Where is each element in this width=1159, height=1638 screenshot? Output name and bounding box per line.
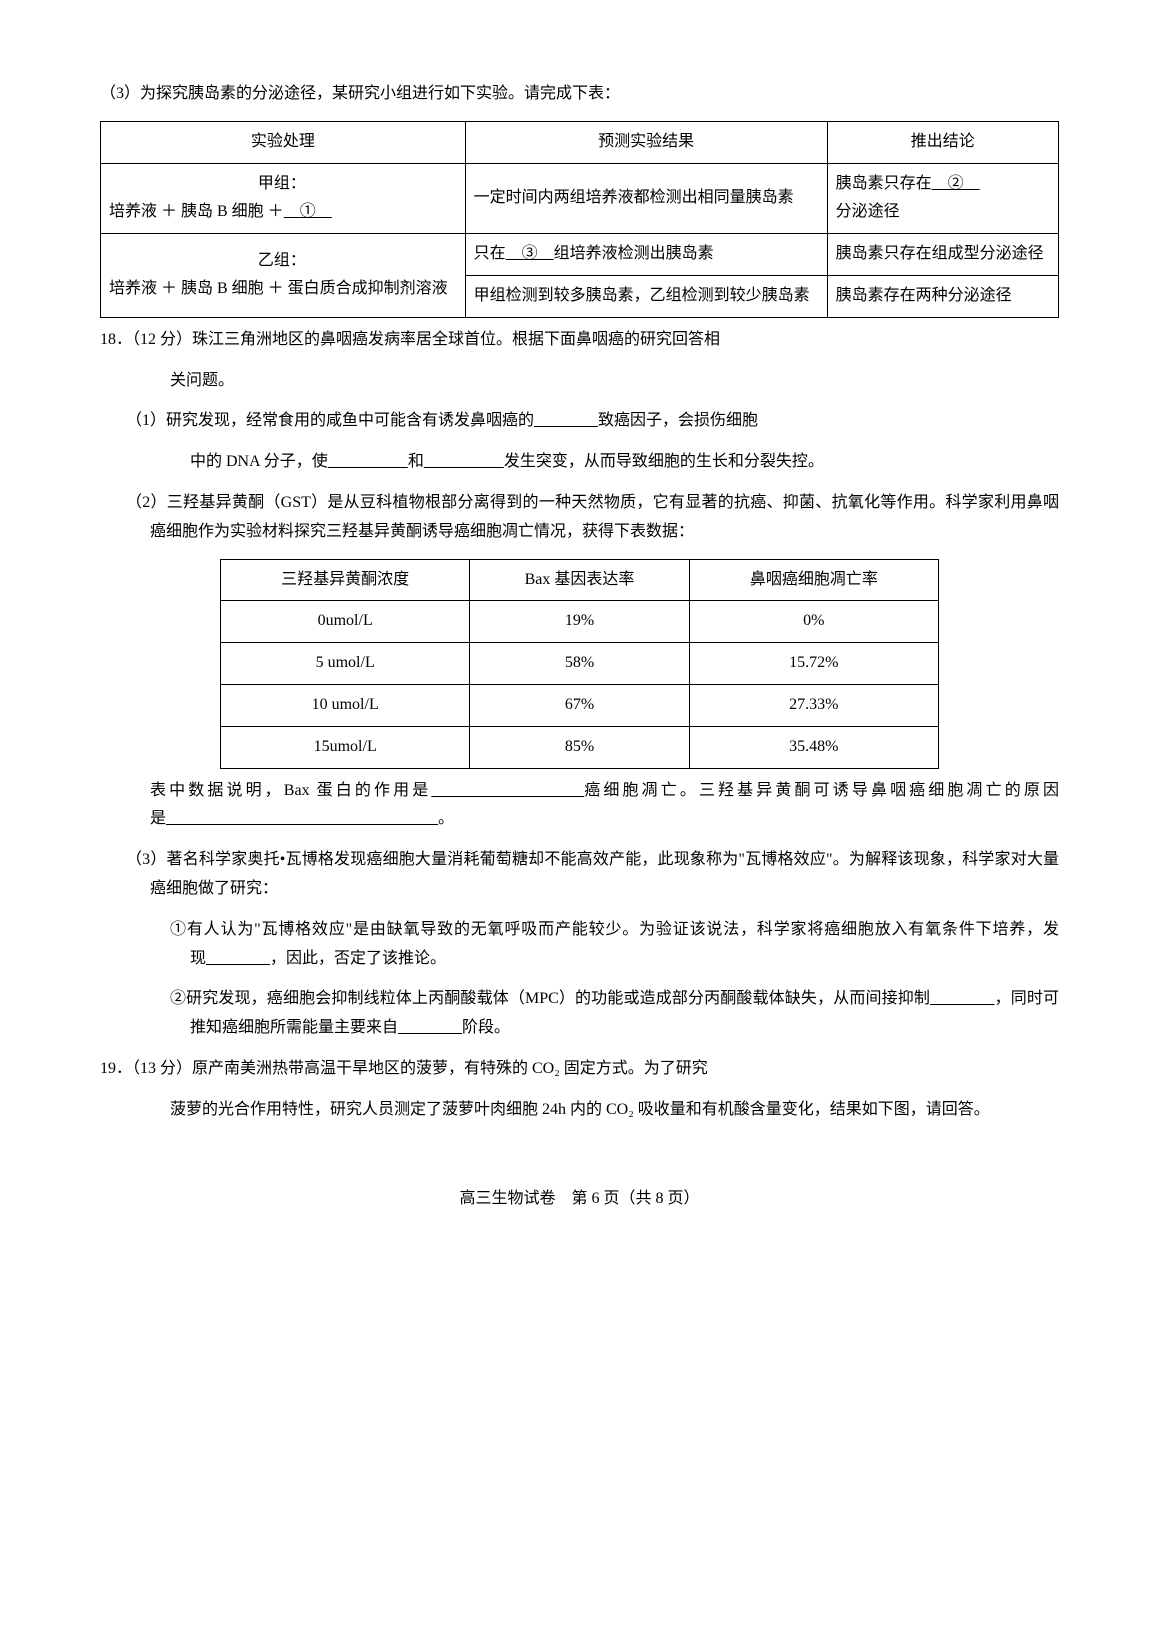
th: 三羟基异黄酮浓度 [220,559,470,601]
text: （3）为探究胰岛素的分泌途径，某研究小组进行如下实验。请完成下表： [100,85,620,102]
blank [424,453,504,470]
cell: 胰岛素存在两种分泌途径 [827,275,1058,317]
cell: 一定时间内两组培养液都检测出相同量胰岛素 [465,163,827,234]
table-header-row: 实验处理 预测实验结果 推出结论 [101,121,1059,163]
text: 致癌因子，会损伤细胞 [598,412,758,429]
blank [534,412,598,429]
text: 阶段。 [462,1019,510,1036]
cell: 15.72% [689,643,939,685]
cell: 19% [470,601,689,643]
text: （2）三羟基异黄酮（GST）是从豆科植物根部分离得到的一种天然物质，它有显著的抗… [126,494,1059,540]
blank [398,1019,462,1036]
th-result: 预测实验结果 [465,121,827,163]
table-row: 5 umol/L 58% 15.72% [220,643,938,685]
text: 甲组： [109,170,455,199]
cell: 甲组检测到较多胰岛素，乙组检测到较少胰岛素 [465,275,827,317]
cell: 27.33% [689,684,939,726]
cell: 0umol/L [220,601,470,643]
text: 培养液 ＋ 胰岛 B 细胞 ＋ 蛋白质合成抑制剂溶液 [109,275,455,304]
table-header-row: 三羟基异黄酮浓度 Bax 基因表达率 鼻咽癌细胞凋亡率 [220,559,938,601]
line2: 培养液 ＋ 胰岛 B 细胞 ＋ ① [109,198,455,227]
text: 乙组： [109,247,455,276]
text: 胰岛素只存在 [836,175,932,192]
cell: 67% [470,684,689,726]
gst-data-table: 三羟基异黄酮浓度 Bax 基因表达率 鼻咽癌细胞凋亡率 0umol/L 19% … [220,559,939,769]
blank [930,990,995,1007]
th: 鼻咽癌细胞凋亡率 [689,559,939,601]
q18-intro-cont: 关问题。 [100,367,1059,396]
q17-3-intro: （3）为探究胰岛素的分泌途径，某研究小组进行如下实验。请完成下表： [100,80,1059,109]
cell: 甲组： 培养液 ＋ 胰岛 B 细胞 ＋ ① [101,163,466,234]
text: 发生突变，从而导致细胞的生长和分裂失控。 [504,453,824,470]
cell: 0% [689,601,939,643]
cell: 5 umol/L [220,643,470,685]
blank [206,950,270,967]
footer-text: 高三生物试卷 第 6 页（共 8 页） [459,1190,699,1207]
blank-2: ② [932,175,980,192]
cell: 58% [470,643,689,685]
th-treatment: 实验处理 [101,121,466,163]
text: 菠萝的光合作用特性，研究人员测定了菠萝叶肉细胞 24h 内的 CO₂ 吸收量和有… [170,1101,990,1118]
q19-intro: 19．（13 分）原产南美洲热带高温干旱地区的菠萝，有特殊的 CO₂ 固定方式。… [100,1055,1059,1084]
experiment-table: 实验处理 预测实验结果 推出结论 甲组： 培养液 ＋ 胰岛 B 细胞 ＋ ① 一… [100,121,1059,318]
text: 19．（13 分）原产南美洲热带高温干旱地区的菠萝，有特殊的 CO₂ 固定方式。… [100,1060,708,1077]
text: 表中数据说明，Bax 蛋白的作用是 [150,782,431,799]
q18-3-2: ②研究发现，癌细胞会抑制线粒体上丙酮酸载体（MPC）的功能或造成部分丙酮酸载体缺… [100,985,1059,1043]
blank [328,453,408,470]
text: 18．（12 分）珠江三角洲地区的鼻咽癌发病率居全球首位。根据下面鼻咽癌的研究回… [100,331,720,348]
cell: 胰岛素只存在组成型分泌途径 [827,234,1058,276]
table-row: 乙组： 培养液 ＋ 胰岛 B 细胞 ＋ 蛋白质合成抑制剂溶液 只在 ③ 组培养液… [101,234,1059,276]
q18-2-after: 表中数据说明，Bax 蛋白的作用是 癌细胞凋亡。三羟基异黄酮可诱导鼻咽癌细胞凋亡… [100,777,1059,835]
th-conclusion: 推出结论 [827,121,1058,163]
table-row: 0umol/L 19% 0% [220,601,938,643]
text: 中的 DNA 分子，使 [190,453,328,470]
q18-1: （1）研究发现，经常食用的咸鱼中可能含有诱发鼻咽癌的 致癌因子，会损伤细胞 [100,407,1059,436]
blank [166,810,438,827]
th: Bax 基因表达率 [470,559,689,601]
cell: 85% [470,726,689,768]
blank [431,782,584,799]
q18-intro: 18．（12 分）珠江三角洲地区的鼻咽癌发病率居全球首位。根据下面鼻咽癌的研究回… [100,326,1059,355]
cell: 乙组： 培养液 ＋ 胰岛 B 细胞 ＋ 蛋白质合成抑制剂溶液 [101,234,466,318]
text: （3）著名科学家奥托•瓦博格发现癌细胞大量消耗葡萄糖却不能高效产能，此现象称为"… [126,851,1059,897]
cell: 15umol/L [220,726,470,768]
text: ②研究发现，癌细胞会抑制线粒体上丙酮酸载体（MPC）的功能或造成部分丙酮酸载体缺… [170,990,930,1007]
text: （1）研究发现，经常食用的咸鱼中可能含有诱发鼻咽癌的 [126,412,534,429]
page-footer: 高三生物试卷 第 6 页（共 8 页） [100,1185,1059,1214]
cell: 10 umol/L [220,684,470,726]
text: 关问题。 [170,372,234,389]
blank-3: ③ [506,245,554,262]
table-row: 10 umol/L 67% 27.33% [220,684,938,726]
cell: 35.48% [689,726,939,768]
q18-3: （3）著名科学家奥托•瓦博格发现癌细胞大量消耗葡萄糖却不能高效产能，此现象称为"… [100,846,1059,904]
q19-intro-cont: 菠萝的光合作用特性，研究人员测定了菠萝叶肉细胞 24h 内的 CO₂ 吸收量和有… [100,1096,1059,1125]
text: 。 [438,810,454,827]
text: ，因此，否定了该推论。 [270,950,446,967]
text: 只在 [474,245,506,262]
text: 培养液 ＋ 胰岛 B 细胞 ＋ [109,203,284,220]
text: 分泌途径 [836,203,900,220]
table-row: 甲组： 培养液 ＋ 胰岛 B 细胞 ＋ ① 一定时间内两组培养液都检测出相同量胰… [101,163,1059,234]
q18-3-1: ①有人认为"瓦博格效应"是由缺氧导致的无氧呼吸而产能较少。为验证该说法，科学家将… [100,916,1059,974]
cell: 只在 ③ 组培养液检测出胰岛素 [465,234,827,276]
q18-1-cont: 中的 DNA 分子，使 和 发生突变，从而导致细胞的生长和分裂失控。 [100,448,1059,477]
text: 组培养液检测出胰岛素 [554,245,714,262]
table-row: 15umol/L 85% 35.48% [220,726,938,768]
cell: 胰岛素只存在 ② 分泌途径 [827,163,1058,234]
q18-2: （2）三羟基异黄酮（GST）是从豆科植物根部分离得到的一种天然物质，它有显著的抗… [100,489,1059,547]
text: 和 [408,453,424,470]
blank-1: ① [284,203,332,220]
